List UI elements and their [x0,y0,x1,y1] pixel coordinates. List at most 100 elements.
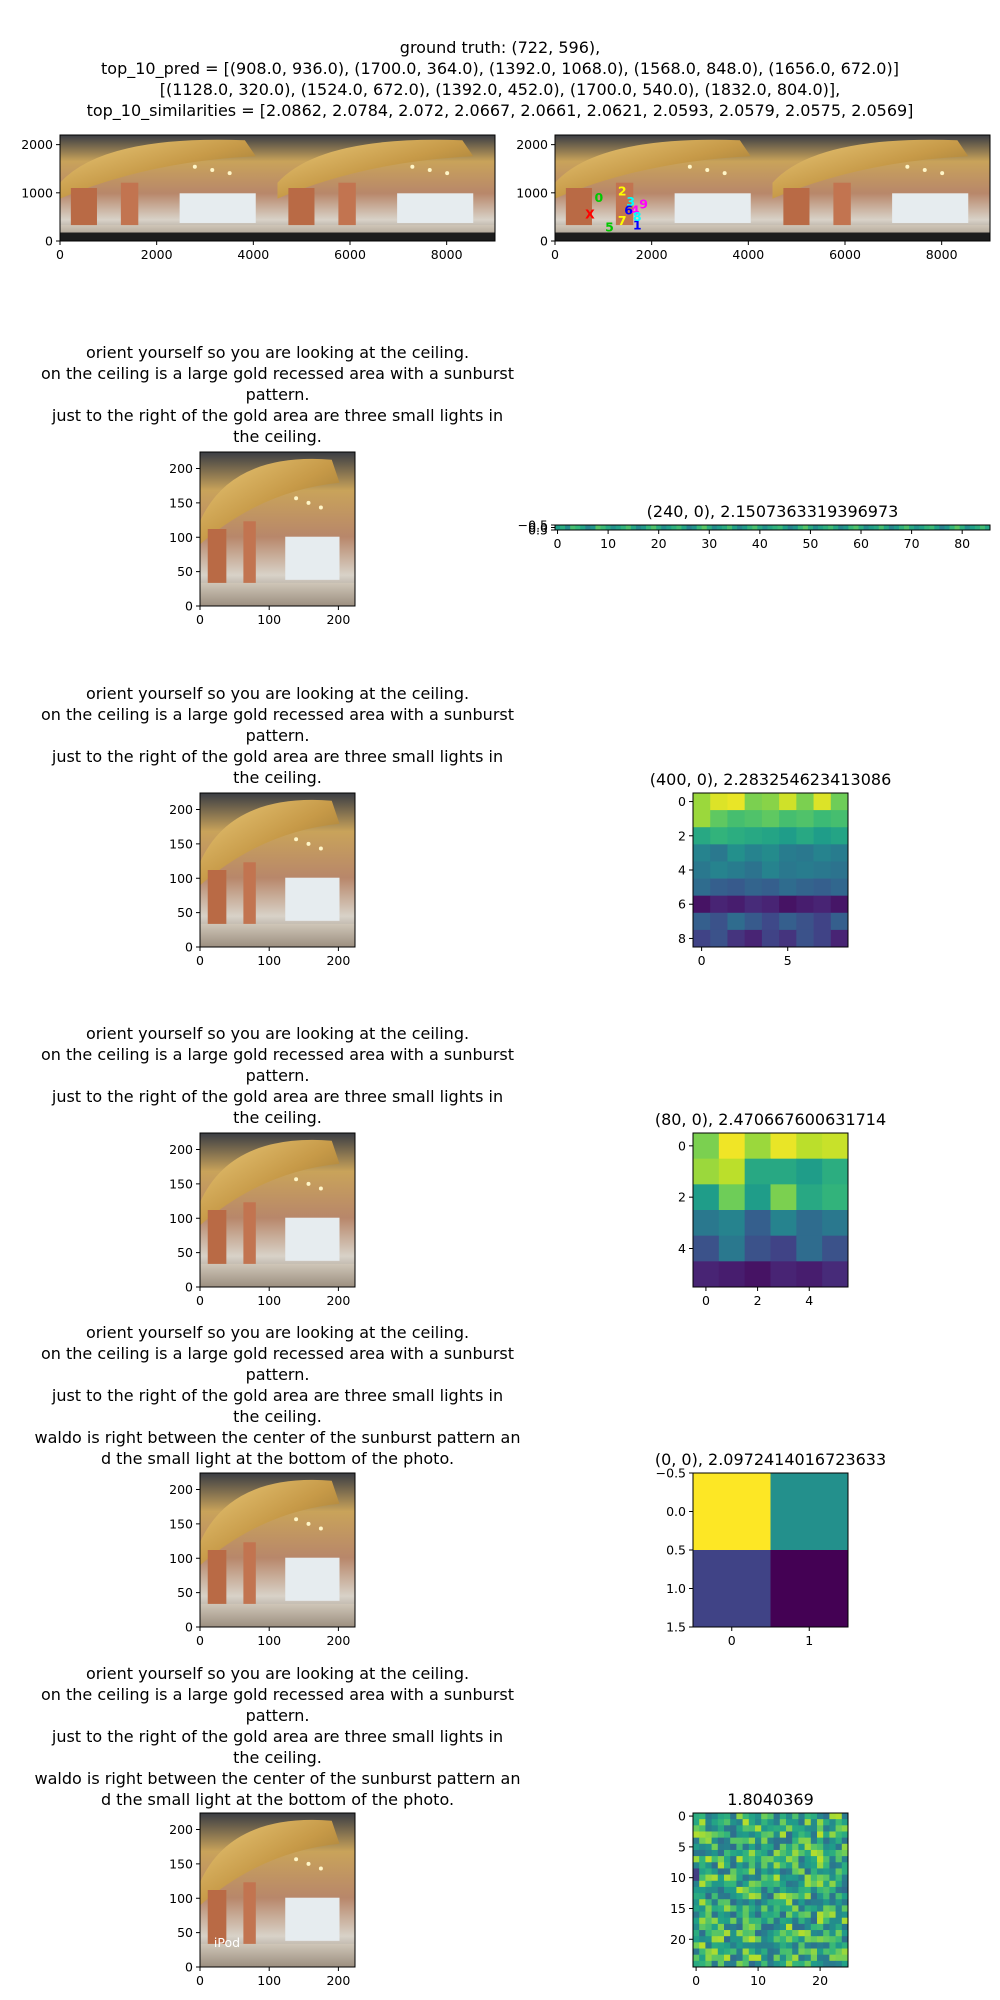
x-tick-label: 0 [56,247,64,262]
ceiling-light [922,167,927,172]
heat-cell [761,1886,768,1894]
y-tick-label: 15 [670,1901,686,1916]
y-tick-label: 200 [169,461,193,476]
heat-cell [804,1960,812,1968]
heat-cell [804,1948,812,1956]
wall-column [120,182,139,231]
heat-cell [786,1930,793,1937]
heat-cell [835,1930,843,1937]
heat-cell [717,1917,725,1925]
ceiling-light [705,167,710,172]
heat-cell [792,1930,799,1937]
heat-cell [841,1862,849,1869]
heat-cell [736,1954,743,1962]
heat-cell [829,1923,836,1931]
heat-cell [755,1862,762,1869]
ceiling-light [905,164,910,169]
heat-cell [835,1899,843,1906]
heat-cell [841,1837,849,1845]
pano-left-scene [555,135,773,241]
heat-cell [796,810,814,828]
heat-cell [699,1868,706,1875]
ceiling-light [940,171,945,176]
gold-ceiling [555,139,751,199]
window [285,1897,340,1941]
x-tick-label: 0 [702,1293,710,1308]
pred-marker-3: 3 [626,194,635,209]
heat-cell [798,1886,805,1894]
heat-cell [744,912,763,931]
heat-cell [817,1886,824,1894]
x-tick-label: 8000 [926,247,958,262]
heat-cell [810,1899,818,1906]
caption-line: orient yourself so you are looking at th… [85,1024,470,1043]
heat-cell [711,1880,719,1888]
heat-cell [796,844,814,862]
heat-cell [835,1923,843,1931]
heat-cell [736,1917,743,1925]
heat-cell [893,525,900,531]
ceiling-light [318,846,323,851]
heat-cell [823,1862,830,1869]
heat-cell [835,1880,843,1888]
heat-cell [829,1960,836,1968]
heat-cell [804,1880,812,1888]
heat-cell [730,1899,737,1906]
heat-cell [730,1825,737,1832]
window [674,193,751,223]
heat-cell [779,1819,787,1826]
panorama-frame [59,134,496,242]
y-tick-label: −0.5 [518,518,548,533]
heat-cell [841,1923,849,1931]
view-3-photo [200,1133,355,1287]
ceiling-light [306,500,311,505]
view-3-axes [196,1132,356,1291]
heat-cell [835,1948,843,1956]
heat-cell [835,1960,843,1968]
heat-cell [748,1942,756,1949]
panorama-predictions-frame [554,134,991,242]
heat-cell [761,810,780,828]
heat-cell [693,1886,700,1894]
heat-cell [724,1899,731,1906]
y-tick-label: −0.5 [656,1466,686,1481]
heat-cell [717,1849,725,1857]
heat-2-title: (400, 0), 2.283254623413086 [650,770,892,789]
heat-cell [792,1886,799,1894]
heat-cell [767,1893,774,1900]
x-tick-label: 80 [954,536,970,551]
heat-cell [710,810,728,828]
y-tick-label: 0 [678,1809,686,1824]
heat-cell [755,1911,762,1919]
heat-cell [810,1936,818,1943]
heat-cell [724,1954,731,1962]
heat-cell [761,861,780,879]
heat-cell [807,525,814,531]
heat-cell [565,525,571,531]
heat-cell [724,1923,731,1931]
heat-cell [813,810,832,828]
heat-cell [742,1856,750,1863]
heat-4 [689,1472,849,1631]
heat-cell [779,1905,787,1912]
heat-cell [796,912,814,931]
heat-cell [730,1843,737,1851]
view-1-photo [200,452,355,606]
heat-cell [817,1880,824,1888]
heat-cell [823,1868,830,1875]
heat-cell [829,1886,836,1894]
heat-cell [772,525,778,531]
y-tick-label: 0 [185,940,193,955]
heat-cell [835,1893,843,1900]
heat-cell [888,525,895,531]
caption-line: on the ceiling is a large gold recessed … [41,1344,514,1363]
heat-cell [823,525,829,531]
heat-cell [779,1899,787,1906]
heat-cell [934,525,940,531]
heat-cell [779,1837,787,1845]
heat-cell [724,1893,731,1900]
heat-cell [830,810,849,828]
heat-cell [804,1862,812,1869]
heat-cell [779,1893,787,1900]
heat-cell [804,1843,812,1851]
